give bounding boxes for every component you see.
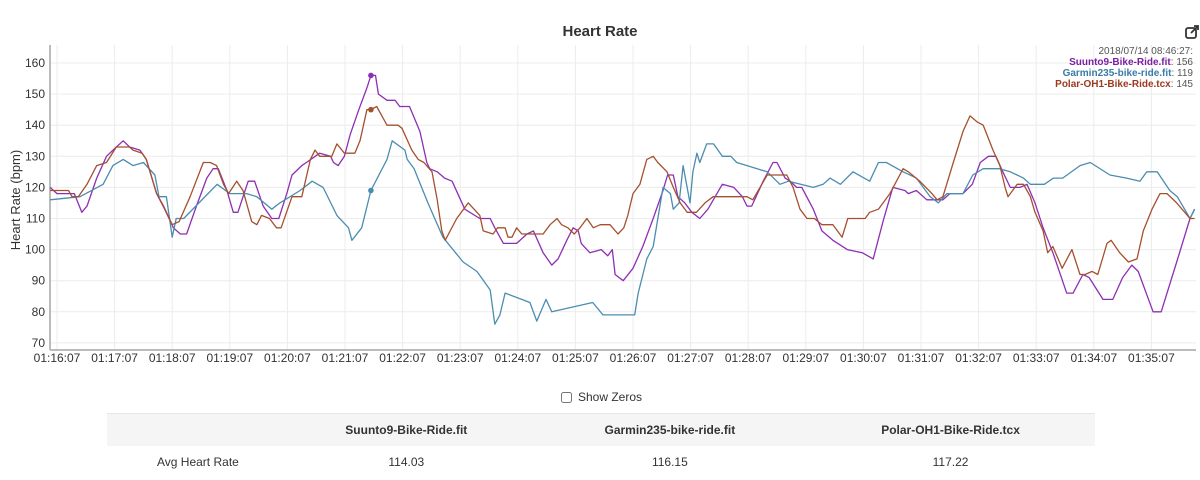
show-zeros-toggle[interactable]: Show Zeros (561, 390, 642, 404)
legend-value: 145 (1176, 79, 1193, 90)
y-tick-label: 70 (32, 336, 46, 350)
table-header: Garmin235-bike-ride.fit (533, 413, 807, 446)
table-header: Suunto9-Bike-Ride.fit (279, 413, 534, 446)
table-cell: 114.03 (388, 455, 425, 469)
y-axis-title: Heart Rate (bpm) (8, 150, 23, 250)
x-tick-label: 01:26:07 (610, 351, 657, 365)
table-cell: 117.22 (932, 455, 969, 469)
y-tick-label: 140 (25, 118, 45, 132)
x-tick-label: 01:23:07 (437, 351, 484, 365)
x-tick-label: 01:16:07 (34, 351, 81, 365)
table-header: Polar-OH1-Bike-Ride.tcx (806, 413, 1095, 446)
x-tick-label: 01:29:07 (782, 351, 829, 365)
series-line-garmin (50, 140, 1196, 325)
hover-marker (368, 72, 374, 79)
y-tick-label: 130 (25, 149, 45, 163)
hover-legend: 2018/07/14 08:46:27: Suunto9-Bike-Ride.f… (1055, 46, 1193, 90)
chart-title: Heart Rate (562, 23, 638, 40)
x-axis-ticks: 01:16:07 01:17:07 01:18:07 01:19:07 01:20:07… (34, 351, 1175, 365)
x-tick-label: 01:35:07 (1128, 351, 1175, 365)
y-tick-label: 150 (25, 87, 45, 101)
x-tick-label: 01:21:07 (322, 351, 369, 365)
x-tick-label: 01:25:07 (552, 351, 599, 365)
legend-time: 2018/07/14 08:46:27: (1098, 46, 1193, 57)
series-line-suunto (49, 74, 1196, 313)
y-tick-label: 110 (26, 212, 45, 226)
show-zeros-checkbox[interactable] (561, 391, 572, 403)
y-tick-label: 120 (25, 180, 45, 194)
export-icon[interactable] (1184, 24, 1200, 40)
hover-markers (368, 72, 374, 194)
legend-value: 156 (1176, 57, 1193, 68)
legend-item-garmin: Garmin235-bike-ride.fit: 119 (1062, 68, 1193, 79)
table-row: Avg Heart Rate 114.03 116.15 117.22 (107, 446, 1095, 478)
x-tick-label: 01:33:07 (1013, 351, 1060, 365)
x-tick-label: 01:24:07 (494, 351, 541, 365)
show-zeros-label: Show Zeros (578, 390, 643, 404)
row-label: Avg Heart Rate (157, 455, 239, 469)
table-header (107, 413, 279, 446)
hover-marker (368, 106, 374, 113)
legend-label: Polar-OH1-Bike-Ride.tcx (1055, 79, 1171, 90)
table-cell: 116.15 (651, 455, 688, 469)
x-tick-label: 01:31:07 (898, 351, 945, 365)
x-tick-label: 01:30:07 (840, 351, 887, 365)
y-tick-label: 100 (25, 243, 45, 257)
hover-marker (368, 187, 374, 194)
x-tick-label: 01:19:07 (206, 351, 253, 365)
table-header-row: Suunto9-Bike-Ride.fit Garmin235-bike-rid… (107, 413, 1095, 446)
legend-value: 119 (1177, 68, 1193, 79)
x-tick-label: 01:34:07 (1070, 351, 1117, 365)
x-tick-label: 01:27:07 (667, 351, 714, 365)
y-tick-label: 160 (25, 56, 45, 70)
x-tick-label: 01:17:07 (91, 351, 138, 365)
stats-table: Suunto9-Bike-Ride.fit Garmin235-bike-rid… (107, 413, 1095, 478)
legend-label: Garmin235-bike-ride.fit (1062, 68, 1172, 79)
legend-item-polar: Polar-OH1-Bike-Ride.tcx: 145 (1055, 79, 1193, 90)
grid (50, 45, 1196, 350)
legend-item-suunto: Suunto9-Bike-Ride.fit: 156 (1069, 57, 1193, 68)
series-lines (49, 74, 1196, 325)
x-tick-label: 01:20:07 (264, 351, 311, 365)
x-tick-label: 01:18:07 (149, 351, 196, 365)
y-tick-label: 80 (32, 305, 46, 319)
x-tick-label: 01:28:07 (725, 351, 772, 365)
y-tick-label: 90 (32, 274, 46, 288)
series-line-polar (50, 105, 1195, 276)
legend-label: Suunto9-Bike-Ride.fit (1069, 57, 1171, 68)
x-tick-label: 01:32:07 (955, 351, 1002, 365)
y-axis-ticks: 70 80 90 100 110 120 130 140 150 160 (25, 56, 45, 350)
x-tick-label: 01:22:07 (379, 351, 426, 365)
